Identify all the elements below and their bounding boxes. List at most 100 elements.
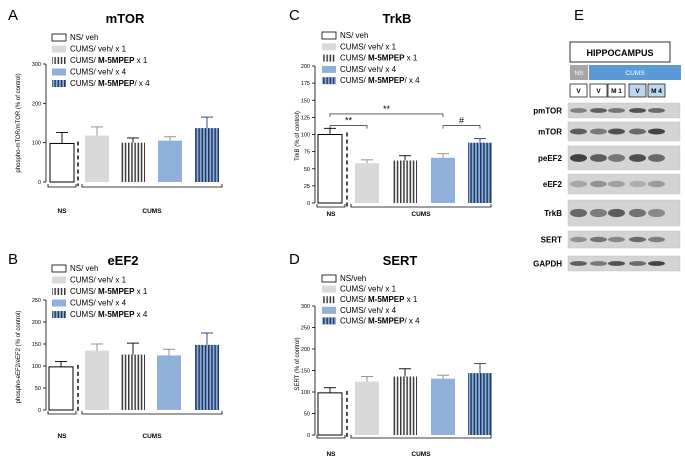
legend-label-c: CUMS/ veh/ x 4 bbox=[340, 65, 397, 74]
wb-lane-label: M 1 bbox=[611, 88, 622, 95]
plot-area-d: NS CUMS bbox=[316, 363, 492, 458]
legend-label-d: CUMS/ M-5MPEP/ x 4 bbox=[340, 316, 420, 325]
wb-band bbox=[608, 261, 625, 266]
legend-label-d: NS/veh bbox=[340, 274, 366, 283]
y-tick-label-a: 200 bbox=[32, 101, 41, 107]
legend-swatch-b bbox=[52, 299, 66, 307]
bar-a bbox=[158, 140, 182, 182]
bar-d bbox=[393, 376, 417, 435]
y-tick-label-b: 0 bbox=[38, 408, 41, 414]
legend-a: NS/ veh CUMS/ veh/ x 1 CUMS/ M-5MPEP x 1 CU… bbox=[51, 33, 150, 88]
legend-swatch-d bbox=[321, 274, 337, 283]
y-ticks-d: 0 50 100 150 200 250 300 bbox=[301, 304, 316, 439]
legend-swatch-c bbox=[322, 65, 336, 73]
bar-c bbox=[317, 134, 343, 204]
wb-band bbox=[648, 128, 665, 135]
wb-band bbox=[608, 128, 625, 135]
legend-swatch-d bbox=[322, 317, 336, 325]
panel-c-trkb: C TrkB TrkB (% of control) 0 25 50 75 100 125… bbox=[289, 7, 492, 218]
wb-row-label: pmTOR bbox=[533, 107, 562, 116]
y-tick-label-d: 0 bbox=[307, 433, 310, 439]
y-tick-label-c: 75 bbox=[304, 150, 310, 156]
bar-d bbox=[317, 392, 343, 436]
wb-band bbox=[590, 128, 607, 135]
panel-a-mtor: A mTOR phospho-mTOR/mTOR (% of control) … bbox=[8, 7, 223, 215]
group-label-b: NS bbox=[57, 433, 67, 440]
wb-row-label: TrkB bbox=[544, 209, 562, 218]
wb-band bbox=[608, 108, 625, 113]
wb-band bbox=[629, 108, 646, 113]
bar-c bbox=[393, 160, 417, 203]
wb-band bbox=[648, 108, 665, 113]
wb-lane-row: V V M 1 V M 4 bbox=[569, 83, 666, 98]
bar-a bbox=[121, 142, 145, 182]
y-ticks-a: 0 100 200 300 bbox=[32, 62, 47, 186]
legend-swatch-d bbox=[322, 296, 336, 304]
significance-label-c: ** bbox=[345, 116, 353, 126]
y-tick-label-b: 250 bbox=[32, 298, 41, 304]
wb-row-label: mTOR bbox=[538, 128, 562, 137]
panel-e-western-blot: E HIPPOCAMPUS NS CUMS V V M 1 V M 4 pmTOR mTO… bbox=[533, 7, 681, 272]
panel-letter-a: A bbox=[8, 7, 18, 24]
group-bracket-c bbox=[316, 204, 346, 208]
legend-label-a: CUMS/ M-5MPEP/ x 4 bbox=[70, 79, 150, 88]
bar-a bbox=[49, 142, 75, 183]
chart-title-b: eEF2 bbox=[107, 253, 138, 268]
panel-letter-c: C bbox=[289, 7, 300, 24]
bar-c bbox=[468, 142, 492, 203]
group-bracket-b bbox=[81, 411, 223, 415]
plot-area-b: NS CUMS bbox=[47, 332, 223, 440]
wb-header-ns-label: NS bbox=[574, 70, 584, 77]
legend-swatch-a bbox=[52, 68, 66, 76]
wb-lane-label: V bbox=[635, 88, 640, 95]
wb-band bbox=[590, 180, 607, 188]
wb-lane-box bbox=[589, 83, 608, 98]
wb-title: HIPPOCAMPUS bbox=[586, 48, 653, 58]
y-axis-label-b: phospho-eEF2/eEF2 (% of control) bbox=[16, 311, 22, 404]
wb-band bbox=[608, 180, 625, 188]
legend-swatch-c bbox=[322, 54, 336, 62]
legend-swatch-d bbox=[322, 306, 336, 314]
y-tick-label-d: 150 bbox=[301, 369, 310, 375]
bar-b bbox=[85, 350, 109, 410]
legend-label-d: CUMS/ veh/ x 1 bbox=[340, 285, 397, 294]
legend-label-a: CUMS/ veh/ x 4 bbox=[70, 68, 127, 77]
group-bracket-d bbox=[316, 435, 346, 439]
wb-band bbox=[608, 208, 625, 218]
group-label-d: NS bbox=[326, 451, 336, 458]
bar-a bbox=[85, 135, 109, 182]
y-tick-label-a: 300 bbox=[32, 62, 41, 68]
significance-bracket-c bbox=[329, 125, 368, 129]
legend-swatch-b bbox=[51, 264, 67, 273]
wb-row-label: GAPDH bbox=[533, 260, 562, 269]
legend-swatch-c bbox=[322, 43, 336, 51]
legend-swatch-b bbox=[52, 288, 66, 295]
y-tick-label-c: 150 bbox=[301, 98, 310, 104]
wb-band bbox=[648, 180, 665, 188]
y-tick-label-d: 200 bbox=[301, 347, 310, 353]
legend-swatch-c bbox=[322, 77, 336, 85]
wb-header-cums-label: CUMS bbox=[625, 70, 645, 77]
y-tick-label-c: 100 bbox=[301, 133, 310, 139]
legend-swatch-b bbox=[52, 276, 66, 284]
y-ticks-c: 0 25 50 75 100 125 150 175 200 bbox=[301, 64, 316, 207]
group-label-d: CUMS bbox=[411, 451, 431, 458]
wb-band bbox=[570, 154, 587, 162]
legend-swatch-b bbox=[52, 311, 66, 318]
y-tick-label-c: 25 bbox=[304, 184, 310, 190]
wb-lane-label: V bbox=[576, 88, 581, 95]
group-bracket-a bbox=[47, 184, 77, 188]
wb-header-ns bbox=[570, 65, 588, 80]
y-axis-label-d: SERT (% of control) bbox=[295, 337, 301, 390]
wb-band bbox=[629, 154, 646, 162]
legend-label-b: CUMS/ veh/ x 1 bbox=[70, 276, 127, 285]
y-tick-label-c: 0 bbox=[307, 201, 310, 207]
group-bracket-d bbox=[350, 435, 492, 439]
legend-swatch-a bbox=[52, 45, 66, 53]
y-tick-label-d: 50 bbox=[304, 412, 310, 418]
chart-title-a: mTOR bbox=[106, 11, 145, 26]
legend-label-a: CUMS/ veh/ x 1 bbox=[70, 45, 127, 54]
wb-band bbox=[590, 108, 607, 113]
significance-bracket-c bbox=[442, 125, 481, 129]
